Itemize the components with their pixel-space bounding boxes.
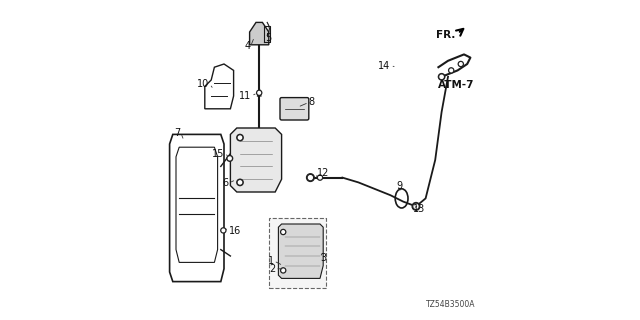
Text: 11: 11 xyxy=(239,91,251,101)
Text: 9: 9 xyxy=(397,180,403,191)
Circle shape xyxy=(239,181,242,184)
Circle shape xyxy=(307,174,314,181)
Circle shape xyxy=(438,74,445,80)
Circle shape xyxy=(221,228,226,233)
Circle shape xyxy=(280,229,285,235)
Circle shape xyxy=(414,204,418,208)
FancyBboxPatch shape xyxy=(280,98,308,120)
Polygon shape xyxy=(230,128,282,192)
Text: 16: 16 xyxy=(229,226,241,236)
Text: FR.: FR. xyxy=(436,30,456,40)
Text: TZ54B3500A: TZ54B3500A xyxy=(426,300,475,309)
Circle shape xyxy=(239,136,242,139)
Circle shape xyxy=(280,268,285,273)
Text: 3: 3 xyxy=(320,252,326,263)
Circle shape xyxy=(282,269,284,272)
Circle shape xyxy=(237,179,243,186)
Text: 6: 6 xyxy=(223,178,229,188)
Text: 1: 1 xyxy=(268,256,274,266)
Circle shape xyxy=(237,134,243,141)
Text: 13: 13 xyxy=(413,204,425,214)
Circle shape xyxy=(308,176,312,180)
Circle shape xyxy=(258,92,260,94)
Circle shape xyxy=(412,203,420,210)
Circle shape xyxy=(317,175,323,180)
FancyBboxPatch shape xyxy=(269,218,326,288)
Circle shape xyxy=(440,75,444,78)
Circle shape xyxy=(449,68,454,73)
Circle shape xyxy=(222,229,225,232)
Circle shape xyxy=(228,157,231,160)
Circle shape xyxy=(227,156,233,161)
Text: 8: 8 xyxy=(309,97,315,108)
Circle shape xyxy=(460,63,462,65)
Polygon shape xyxy=(278,224,323,278)
Circle shape xyxy=(282,231,284,233)
Text: 10: 10 xyxy=(197,79,210,89)
Text: 2: 2 xyxy=(269,264,275,274)
Circle shape xyxy=(458,61,463,67)
Text: 4: 4 xyxy=(244,41,251,52)
Circle shape xyxy=(319,176,321,179)
Text: 5: 5 xyxy=(266,33,272,44)
Circle shape xyxy=(257,90,262,95)
Text: ATM-7: ATM-7 xyxy=(438,80,475,90)
Circle shape xyxy=(450,69,452,72)
Text: 14: 14 xyxy=(378,60,390,71)
Text: 15: 15 xyxy=(212,148,224,159)
Text: 7: 7 xyxy=(175,128,181,138)
Polygon shape xyxy=(250,22,269,45)
Text: 12: 12 xyxy=(317,168,329,178)
